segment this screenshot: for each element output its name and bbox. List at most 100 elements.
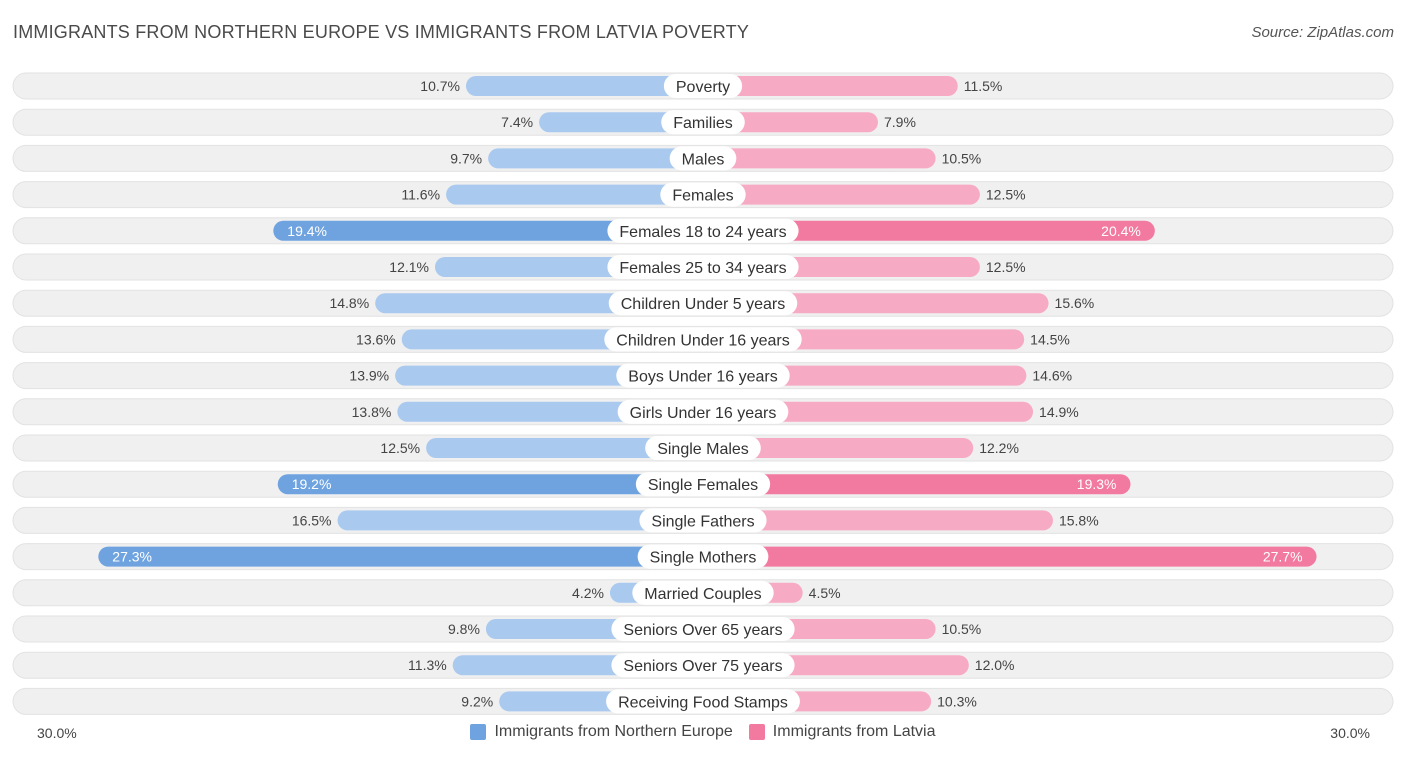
value-label-northern-europe-children-under-16-years: 13.6%	[356, 331, 396, 347]
row-females-18-to-24-years: 19.4% 20.4% Females 18 to 24 years	[12, 217, 1394, 245]
row-families: 7.4% 7.9% Families	[12, 108, 1394, 136]
category-label-single-fathers: Single Fathers	[651, 513, 754, 530]
legend-label-latvia: Immigrants from Latvia	[772, 723, 936, 740]
value-label-latvia-children-under-16-years: 14.5%	[1030, 331, 1070, 347]
category-label-seniors-over-65-years: Seniors Over 65 years	[623, 622, 782, 639]
value-label-latvia-males: 10.5%	[942, 150, 982, 166]
category-label-girls-under-16-years: Girls Under 16 years	[630, 405, 777, 422]
category-pill-receiving-food-stamps	[606, 689, 800, 714]
bar-latvia-single-fathers	[703, 510, 1053, 531]
value-label-latvia-poverty: 11.5%	[964, 78, 1003, 94]
legend-label-northern-europe: Immigrants from Northern Europe	[494, 723, 733, 740]
value-label-northern-europe-single-fathers: 16.5%	[292, 512, 332, 528]
category-label-boys-under-16-years: Boys Under 16 years	[628, 369, 777, 386]
row-single-mothers: 27.3% 27.7% Single Mothers	[12, 543, 1394, 571]
category-label-receiving-food-stamps: Receiving Food Stamps	[618, 694, 788, 711]
value-label-northern-europe-families: 7.4%	[501, 114, 533, 130]
bar-northern-europe-families	[539, 112, 703, 133]
row-children-under-5-years: 14.8% 15.6% Children Under 5 years	[12, 289, 1394, 317]
value-label-northern-europe-single-mothers: 27.3%	[112, 549, 152, 565]
value-label-northern-europe-boys-under-16-years: 13.9%	[349, 368, 389, 384]
value-label-latvia-girls-under-16-years: 14.9%	[1039, 404, 1079, 420]
value-label-latvia-children-under-5-years: 15.6%	[1055, 295, 1095, 311]
row-girls-under-16-years: 13.8% 14.9% Girls Under 16 years	[12, 398, 1394, 426]
bar-latvia-females	[703, 184, 980, 205]
axis-label-left: 30.0%	[37, 725, 77, 741]
row-single-fathers: 16.5% 15.8% Single Fathers	[12, 506, 1394, 534]
value-label-latvia-single-mothers: 27.7%	[1263, 549, 1303, 565]
category-pill-single-mothers	[637, 544, 769, 569]
category-pill-boys-under-16-years	[616, 363, 790, 388]
row-males: 9.7% 10.5% Males	[12, 144, 1394, 172]
category-label-males: Males	[682, 151, 725, 168]
category-pill-poverty	[663, 74, 743, 98]
value-label-latvia-receiving-food-stamps: 10.3%	[937, 693, 977, 709]
bar-northern-europe-single-males	[426, 438, 703, 458]
value-label-latvia-seniors-over-75-years: 12.0%	[975, 657, 1015, 673]
value-label-northern-europe-married-couples: 4.2%	[572, 585, 604, 601]
bar-latvia-females-18-to-24-years	[703, 220, 1155, 241]
row-single-males: 12.5% 12.2% Single Males	[12, 434, 1394, 462]
category-label-single-females: Single Females	[648, 477, 758, 494]
category-label-children-under-16-years: Children Under 16 years	[616, 332, 789, 349]
bar-latvia-poverty	[703, 76, 958, 96]
value-label-latvia-single-females: 19.3%	[1077, 476, 1117, 492]
category-pill-single-males	[645, 436, 761, 460]
value-label-latvia-females-25-to-34-years: 12.5%	[986, 259, 1026, 275]
bar-northern-europe-females	[446, 184, 703, 205]
bar-northern-europe-poverty	[465, 76, 703, 96]
bar-northern-europe-males	[488, 148, 703, 169]
category-pill-married-couples	[632, 580, 774, 605]
value-label-northern-europe-single-males: 12.5%	[380, 440, 420, 456]
bar-latvia-single-females	[703, 474, 1131, 495]
poverty-comparison-chart: 10.7% 11.5% Poverty 7.4% 7.9% Families 9.7% 10.…	[12, 72, 1394, 715]
category-pill-seniors-over-75-years	[611, 653, 795, 678]
legend-item-latvia[interactable]: Immigrants from Latvia	[748, 723, 936, 741]
bar-northern-europe-single-mothers	[98, 546, 704, 567]
row-seniors-over-75-years: 11.3% 12.0% Seniors Over 75 years	[12, 651, 1394, 679]
value-label-northern-europe-females-25-to-34-years: 12.1%	[389, 259, 429, 275]
category-label-females-25-to-34-years: Females 25 to 34 years	[619, 260, 786, 277]
value-label-northern-europe-males: 9.7%	[450, 150, 482, 166]
bar-latvia-males	[703, 148, 936, 169]
value-label-latvia-females-18-to-24-years: 20.4%	[1101, 223, 1141, 239]
category-label-females: Females	[672, 188, 733, 205]
bar-northern-europe-single-females	[277, 474, 703, 495]
row-females-25-to-34-years: 12.1% 12.5% Females 25 to 34 years	[12, 253, 1394, 281]
row-females: 11.6% 12.5% Females	[12, 181, 1394, 209]
value-label-latvia-boys-under-16-years: 14.6%	[1032, 368, 1072, 384]
row-seniors-over-65-years: 9.8% 10.5% Seniors Over 65 years	[12, 615, 1394, 643]
category-pill-single-fathers	[639, 508, 767, 533]
value-label-latvia-families: 7.9%	[884, 114, 916, 130]
value-label-northern-europe-seniors-over-75-years: 11.3%	[408, 657, 447, 673]
category-pill-single-females	[635, 472, 771, 497]
value-label-northern-europe-receiving-food-stamps: 9.2%	[461, 693, 493, 709]
category-label-poverty: Poverty	[676, 79, 730, 96]
row-boys-under-16-years: 13.9% 14.6% Boys Under 16 years	[12, 362, 1394, 390]
value-label-northern-europe-poverty: 10.7%	[420, 78, 460, 94]
legend-swatch-latvia	[748, 724, 765, 740]
category-pill-females-25-to-34-years	[607, 255, 799, 279]
category-pill-girls-under-16-years	[617, 399, 789, 424]
value-label-latvia-single-fathers: 15.8%	[1059, 512, 1099, 528]
category-pill-children-under-16-years	[604, 327, 802, 352]
value-label-northern-europe-girls-under-16-years: 13.8%	[352, 404, 392, 420]
bar-latvia-single-mothers	[703, 546, 1317, 567]
category-label-children-under-5-years: Children Under 5 years	[621, 296, 786, 313]
value-label-latvia-single-males: 12.2%	[979, 440, 1019, 456]
value-label-northern-europe-females-18-to-24-years: 19.4%	[287, 223, 327, 239]
legend-item-northern-europe[interactable]: Immigrants from Northern Europe	[470, 723, 733, 741]
legend-swatch-northern-europe	[470, 724, 487, 740]
legend: Immigrants from Northern Europe Immigran…	[0, 723, 1406, 741]
category-pill-females	[660, 182, 746, 207]
source-attribution: Source: ZipAtlas.com	[1251, 24, 1394, 41]
category-pill-families	[661, 110, 745, 135]
category-label-families: Families	[673, 115, 733, 132]
row-single-females: 19.2% 19.3% Single Females	[12, 470, 1394, 498]
row-married-couples: 4.2% 4.5% Married Couples	[12, 579, 1394, 607]
chart-title: IMMIGRANTS FROM NORTHERN EUROPE VS IMMIG…	[13, 22, 750, 42]
category-label-females-18-to-24-years: Females 18 to 24 years	[619, 224, 786, 241]
category-label-single-mothers: Single Mothers	[650, 550, 757, 567]
row-children-under-16-years: 13.6% 14.5% Children Under 16 years	[12, 325, 1394, 353]
value-label-latvia-females: 12.5%	[986, 187, 1026, 203]
